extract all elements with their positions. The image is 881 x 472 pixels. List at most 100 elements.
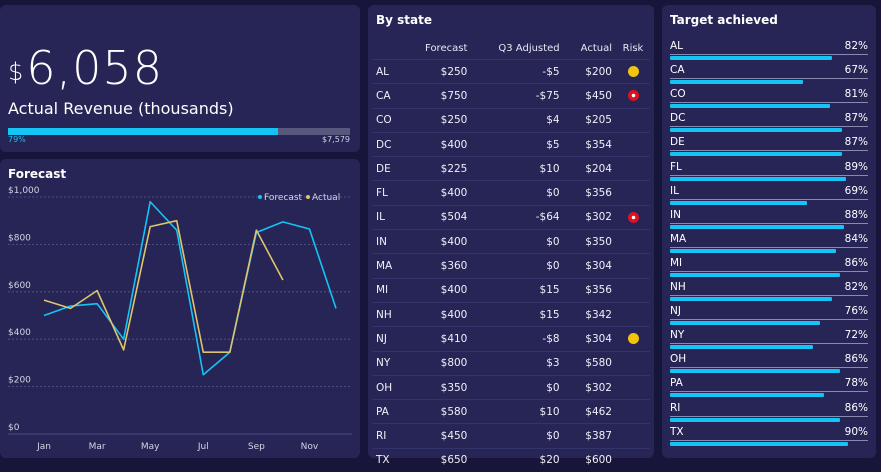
table-header-row: Forecast Q3 Adjusted Actual Risk	[372, 37, 650, 60]
target-state-label: CO	[670, 88, 686, 100]
target-baseline	[670, 150, 868, 151]
target-state-label: NH	[670, 281, 686, 293]
actual-cell: $356	[564, 181, 616, 205]
state-cell: DC	[372, 132, 404, 156]
target-percent-label: 82%	[845, 40, 868, 52]
column-header-forecast: Forecast	[404, 37, 471, 60]
target-progress-bar	[670, 273, 840, 277]
actual-cell: $342	[564, 302, 616, 326]
legend-marker-forecast	[258, 195, 262, 199]
target-percent-label: 87%	[845, 136, 868, 148]
state-cell: NJ	[372, 327, 404, 351]
target-percent-label: 78%	[845, 377, 868, 389]
forecast-cell: $225	[404, 157, 471, 181]
target-baseline	[670, 295, 868, 296]
table-row: RI$450$0$387	[372, 424, 650, 448]
table-row: FL$400$0$356	[372, 181, 650, 205]
q3-adjusted-cell: -$5	[471, 60, 563, 84]
state-cell: AL	[372, 60, 404, 84]
target-percent-label: 88%	[845, 209, 868, 221]
forecast-cell: $360	[404, 254, 471, 278]
state-table: Forecast Q3 Adjusted Actual Risk AL$250-…	[372, 37, 650, 472]
target-baseline	[670, 175, 868, 176]
q3-adjusted-cell: $10	[471, 400, 563, 424]
forecast-cell: $450	[404, 424, 471, 448]
legend-label: Forecast	[264, 193, 303, 203]
target-state-label: AL	[670, 40, 683, 52]
target-state-label: PA	[670, 377, 683, 389]
q3-adjusted-cell: $20	[471, 448, 563, 472]
q3-adjusted-cell: -$75	[471, 84, 563, 108]
risk-cell	[616, 327, 650, 351]
target-progress-bar	[670, 393, 824, 397]
target-state-label: MA	[670, 233, 686, 245]
target-percent-label: 90%	[845, 426, 868, 438]
risk-cell	[616, 157, 650, 181]
table-row: IN$400$0$350	[372, 230, 650, 254]
risk-cell	[616, 375, 650, 399]
target-row: PA 78%	[670, 377, 868, 401]
table-row: TX$650$20$600	[372, 448, 650, 472]
y-tick-label: $0	[8, 423, 20, 433]
target-baseline	[670, 78, 868, 79]
target-state-label: NJ	[670, 305, 681, 317]
risk-red-indicator-icon	[628, 90, 639, 101]
x-tick-label: May	[141, 442, 160, 452]
table-row: CA$750-$75$450	[372, 84, 650, 108]
forecast-cell: $250	[404, 60, 471, 84]
q3-adjusted-cell: $10	[471, 157, 563, 181]
target-baseline	[670, 343, 868, 344]
column-header-actual: Actual	[564, 37, 616, 60]
target-progress-bar	[670, 369, 840, 373]
table-row: PA$580$10$462	[372, 400, 650, 424]
y-tick-label: $600	[8, 281, 31, 291]
table-row: AL$250-$5$200	[372, 60, 650, 84]
target-percent-label: 87%	[845, 112, 868, 124]
target-baseline	[670, 391, 868, 392]
table-row: OH$350$0$302	[372, 375, 650, 399]
target-progress-bar	[670, 225, 844, 229]
target-baseline	[670, 319, 868, 320]
table-row: DE$225$10$204	[372, 157, 650, 181]
forecast-cell: $504	[404, 205, 471, 229]
risk-cell	[616, 424, 650, 448]
target-state-label: DE	[670, 136, 685, 148]
revenue-progress-percent: 79%	[8, 135, 26, 144]
target-state-label: IL	[670, 185, 679, 197]
q3-adjusted-cell: $0	[471, 230, 563, 254]
actual-cell: $600	[564, 448, 616, 472]
forecast-cell: $400	[404, 302, 471, 326]
state-cell: IL	[372, 205, 404, 229]
target-title: Target achieved	[670, 13, 778, 27]
target-progress-bar	[670, 321, 820, 325]
target-baseline	[670, 54, 868, 55]
state-cell: TX	[372, 448, 404, 472]
revenue-target-value: $7,579	[322, 135, 350, 144]
risk-cell	[616, 132, 650, 156]
actual-cell: $200	[564, 60, 616, 84]
forecast-cell: $410	[404, 327, 471, 351]
forecast-cell: $800	[404, 351, 471, 375]
target-progress-bar	[670, 152, 842, 156]
state-cell: IN	[372, 230, 404, 254]
q3-adjusted-cell: $0	[471, 375, 563, 399]
q3-adjusted-cell: $5	[471, 132, 563, 156]
x-tick-label: Nov	[301, 442, 319, 452]
state-cell: MA	[372, 254, 404, 278]
actual-cell: $580	[564, 351, 616, 375]
y-tick-label: $200	[8, 376, 31, 386]
target-row: DE 87%	[670, 136, 868, 160]
forecast-cell: $250	[404, 108, 471, 132]
x-tick-label: Sep	[248, 442, 265, 452]
table-row: NY$800$3$580	[372, 351, 650, 375]
forecast-cell: $400	[404, 132, 471, 156]
risk-cell	[616, 60, 650, 84]
target-percent-label: 86%	[845, 257, 868, 269]
target-percent-label: 86%	[845, 402, 868, 414]
q3-adjusted-cell: $15	[471, 278, 563, 302]
target-state-label: RI	[670, 402, 680, 414]
actual-cell: $356	[564, 278, 616, 302]
